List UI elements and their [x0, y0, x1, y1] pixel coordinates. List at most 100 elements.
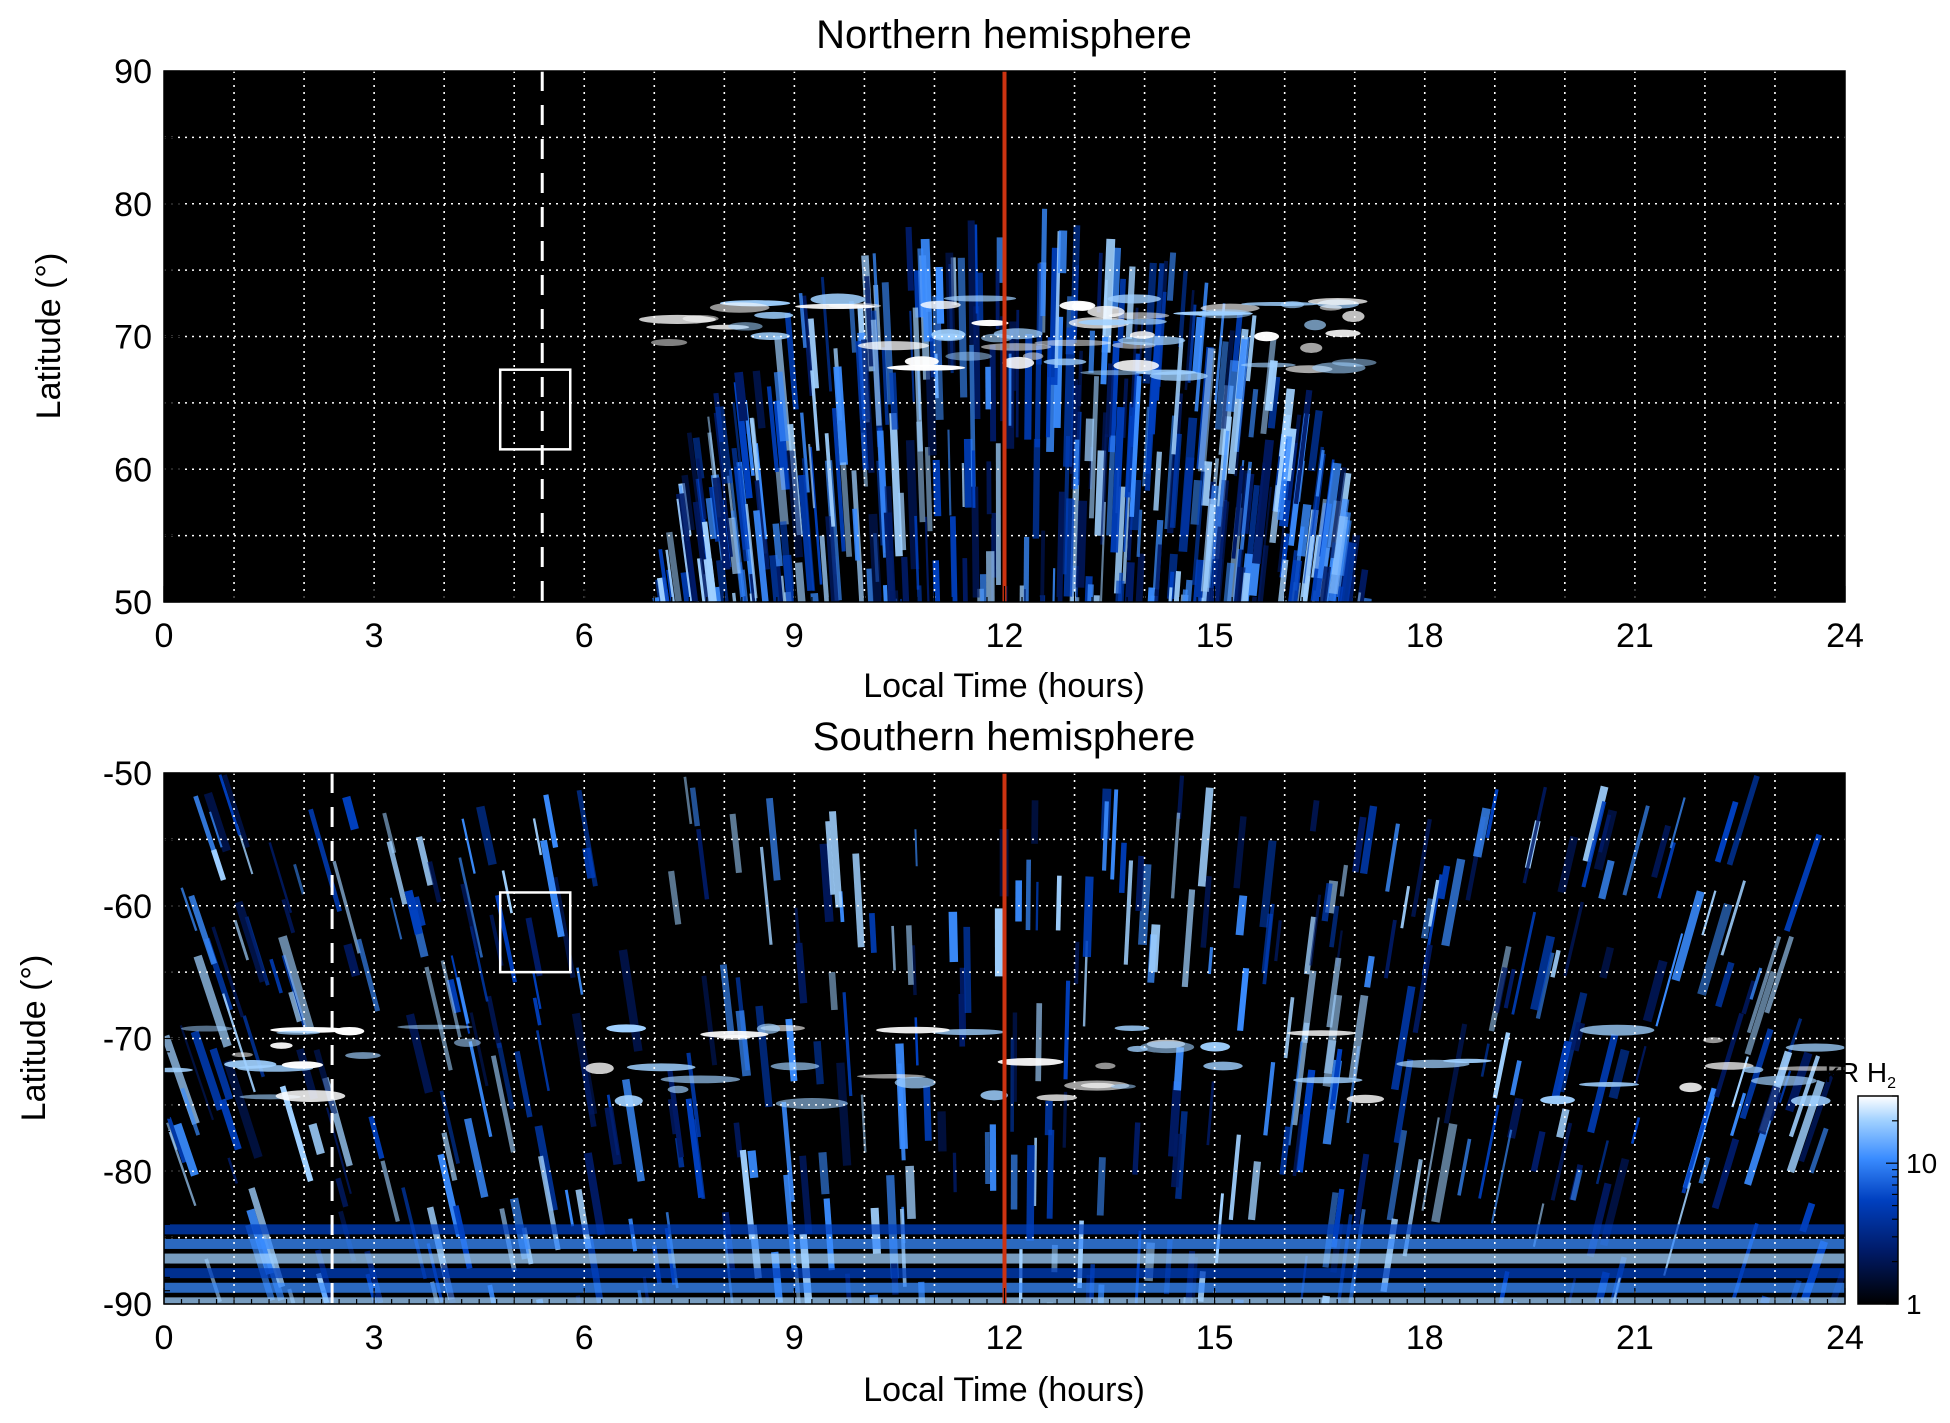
north-emission-streak [1225, 360, 1240, 412]
north-emission-streak [1093, 595, 1100, 602]
north-emission-streak [876, 460, 884, 546]
south-emission-streak [486, 995, 502, 1049]
south-emission-streak [683, 776, 693, 825]
south-emission-streak [668, 870, 682, 925]
south-emission-streak [413, 896, 426, 927]
south-emission-streak [701, 975, 718, 1066]
south-emission-streak [1530, 935, 1555, 1011]
south-emission-streak [1283, 997, 1295, 1059]
north-emission-streak [1357, 592, 1362, 602]
south-aurora-arc [334, 1026, 365, 1036]
south-emission-streak [1550, 1122, 1573, 1201]
north-emission-streak [1278, 559, 1289, 602]
north-emission-streak [1110, 406, 1125, 553]
south-emission-streak [719, 964, 735, 1035]
south-emission-streak [1599, 946, 1615, 979]
south-emission-streak [1697, 902, 1733, 996]
south-emission-streak [1598, 814, 1612, 853]
south-emission-streak [368, 1115, 385, 1160]
north-emission-streak [1129, 375, 1142, 517]
north-emission-streak [947, 429, 952, 516]
south-emission-streak [1698, 1156, 1711, 1184]
south-emission-streak [343, 943, 361, 978]
north-emission-streak [1239, 461, 1253, 550]
south-emission-streak [342, 795, 359, 831]
north-emission-streak [772, 523, 783, 567]
north-emission-streak [800, 412, 810, 493]
north-emission-streak [715, 406, 733, 484]
north-emission-streak [1192, 465, 1206, 586]
north-selection-box [498, 368, 572, 451]
south-axes: 0 3 6 9 12 15 18 21 24 -90 -80 -70 -60 -50 [103, 755, 1864, 1357]
south-emission-streak [1101, 801, 1109, 871]
south-emission-streak [1595, 1140, 1609, 1185]
north-emission-streak [852, 508, 861, 561]
north-emission-streak [1269, 485, 1282, 544]
south-emission-streak [1563, 901, 1584, 977]
north-emission-streak [734, 371, 749, 422]
north-aurora-arc [650, 338, 688, 347]
south-aurora-arc [1286, 1030, 1356, 1036]
south-aurora-arc [1114, 1025, 1150, 1031]
north-aurora-arc [1124, 318, 1167, 325]
south-emission-streak [1335, 930, 1343, 967]
south-emission-streak [268, 842, 293, 914]
south-emission-streak [1200, 875, 1212, 948]
north-emission-streak [1096, 252, 1103, 313]
south-emission-streak [1352, 816, 1367, 873]
north-emission-streak [920, 238, 933, 342]
north-emission-streak [986, 551, 995, 602]
north-emission-streak [745, 503, 758, 599]
south-emission-streak [468, 1041, 493, 1138]
north-emission-streak [932, 295, 944, 420]
south-emission-streak [1055, 875, 1062, 931]
north-emission-streak [1136, 509, 1143, 557]
south-y-tick-label: -50 [103, 755, 152, 793]
south-y-tick-label: -70 [103, 1021, 152, 1059]
north-emission-streak [1223, 562, 1235, 602]
north-emission-streak [840, 462, 853, 557]
north-x-tick-label: 21 [1616, 617, 1654, 655]
north-aurora-arc [980, 343, 1052, 351]
south-emission-streak [1082, 876, 1094, 958]
north-emission-streak [949, 516, 958, 602]
south-emission-streak [1035, 881, 1039, 931]
south-emission-streak [1262, 903, 1275, 985]
south-emission-streak [458, 857, 484, 958]
north-aurora-arc [754, 311, 794, 319]
north-emission-streak [1147, 587, 1155, 602]
south-aurora-arc [1203, 1061, 1243, 1071]
north-aurora-arc [1002, 356, 1035, 369]
north-x-tick-label: 3 [365, 617, 384, 655]
south-emission-streak [1551, 1040, 1572, 1100]
south-aurora-arc [1742, 1066, 1764, 1074]
north-emission-streak [866, 568, 874, 602]
south-emission-streak [415, 836, 434, 886]
south-emission-streak [288, 991, 302, 1023]
south-emission-streak [1506, 1097, 1524, 1139]
south-emission-streak [1385, 823, 1400, 892]
north-emission-streak [1192, 316, 1204, 374]
south-aurora-arc [1785, 1043, 1845, 1052]
south-aurora-arc [756, 1023, 781, 1034]
north-emission-streak [754, 479, 770, 570]
south-emission-streak [218, 774, 241, 836]
south-emission-streak [1339, 864, 1349, 897]
north-emission-streak [1251, 596, 1257, 602]
north-emission-streak [1166, 252, 1177, 301]
south-emission-streak [1148, 924, 1161, 973]
south-emission-streak [1490, 1129, 1513, 1224]
south-emission-streak [576, 967, 584, 995]
south-emission-streak [386, 840, 408, 906]
south-emission-streak [1655, 933, 1684, 1027]
south-x-tick-label: 9 [785, 1319, 804, 1357]
north-emission-streak [1052, 568, 1056, 602]
south-emission-streak [167, 1129, 197, 1207]
north-emission-streak [1307, 410, 1323, 472]
north-aurora-arc [857, 341, 929, 351]
south-emission-streak [1581, 801, 1607, 888]
south-emission-streak [532, 970, 542, 1010]
south-x-axis-label: Local Time (hours) [863, 1371, 1145, 1409]
north-emission-streak [658, 548, 670, 602]
south-aurora-arc [626, 1063, 696, 1072]
